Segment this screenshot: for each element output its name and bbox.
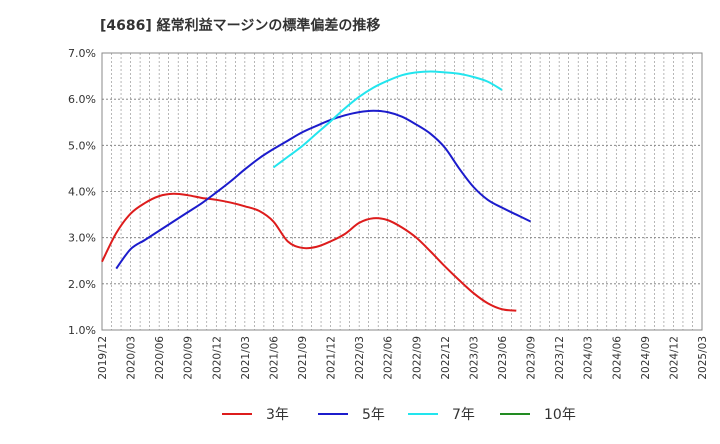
x-tick-label: 2024/09 [640, 336, 652, 380]
chart-title: [4686] 経常利益マージンの標準偏差の推移 [100, 17, 380, 34]
y-tick-label: 7.0% [68, 47, 96, 60]
x-tick-label: 2025/03 [697, 336, 709, 380]
y-tick-label: 3.0% [68, 232, 96, 245]
series-line-3年 [101, 192, 517, 312]
grid [102, 53, 702, 330]
x-tick-label: 2019/12 [97, 336, 109, 380]
x-tick-label: 2022/03 [354, 336, 366, 380]
x-tick-label: 2023/09 [526, 336, 538, 380]
y-tick-label: 1.0% [68, 324, 96, 337]
series-line-7年 [272, 70, 503, 169]
x-tick-label: 2020/06 [154, 336, 166, 380]
y-tick-label: 6.0% [68, 93, 96, 106]
series-line-5年 [115, 109, 532, 270]
x-tick-label: 2021/03 [240, 336, 252, 380]
x-tick-label: 2022/12 [440, 336, 452, 380]
x-tick-label: 2023/03 [468, 336, 480, 380]
legend-label: 7年 [452, 407, 475, 423]
legend-label: 3年 [266, 407, 289, 423]
x-tick-label: 2020/09 [183, 336, 195, 380]
x-tick-label: 2021/09 [297, 336, 309, 380]
x-tick-label: 2024/12 [668, 336, 680, 380]
legend-label: 10年 [544, 407, 576, 423]
x-tick-label: 2021/12 [326, 336, 338, 380]
legend-label: 5年 [362, 407, 385, 423]
x-tick-label: 2022/09 [411, 336, 423, 380]
y-tick-label: 2.0% [68, 278, 96, 291]
legend: 3年 5年 7年 10年 [222, 407, 576, 423]
y-tick-label: 5.0% [68, 139, 96, 152]
x-tick-label: 2022/06 [383, 336, 395, 380]
x-tick-label: 2024/03 [583, 336, 595, 380]
x-tick-label: 2023/12 [554, 336, 566, 380]
y-tick-label: 4.0% [68, 186, 96, 199]
x-tick-label: 2020/12 [211, 336, 223, 380]
x-tick-label: 2020/03 [126, 336, 138, 380]
series-lines [101, 70, 532, 312]
x-tick-label: 2024/06 [611, 336, 623, 380]
x-tick-label: 2023/06 [497, 336, 509, 380]
axes: 1.0% 2.0% 3.0% 4.0% 5.0% 6.0% 7.0% 2019/12 2020/… [68, 47, 709, 380]
x-tick-label: 2021/06 [268, 336, 280, 380]
